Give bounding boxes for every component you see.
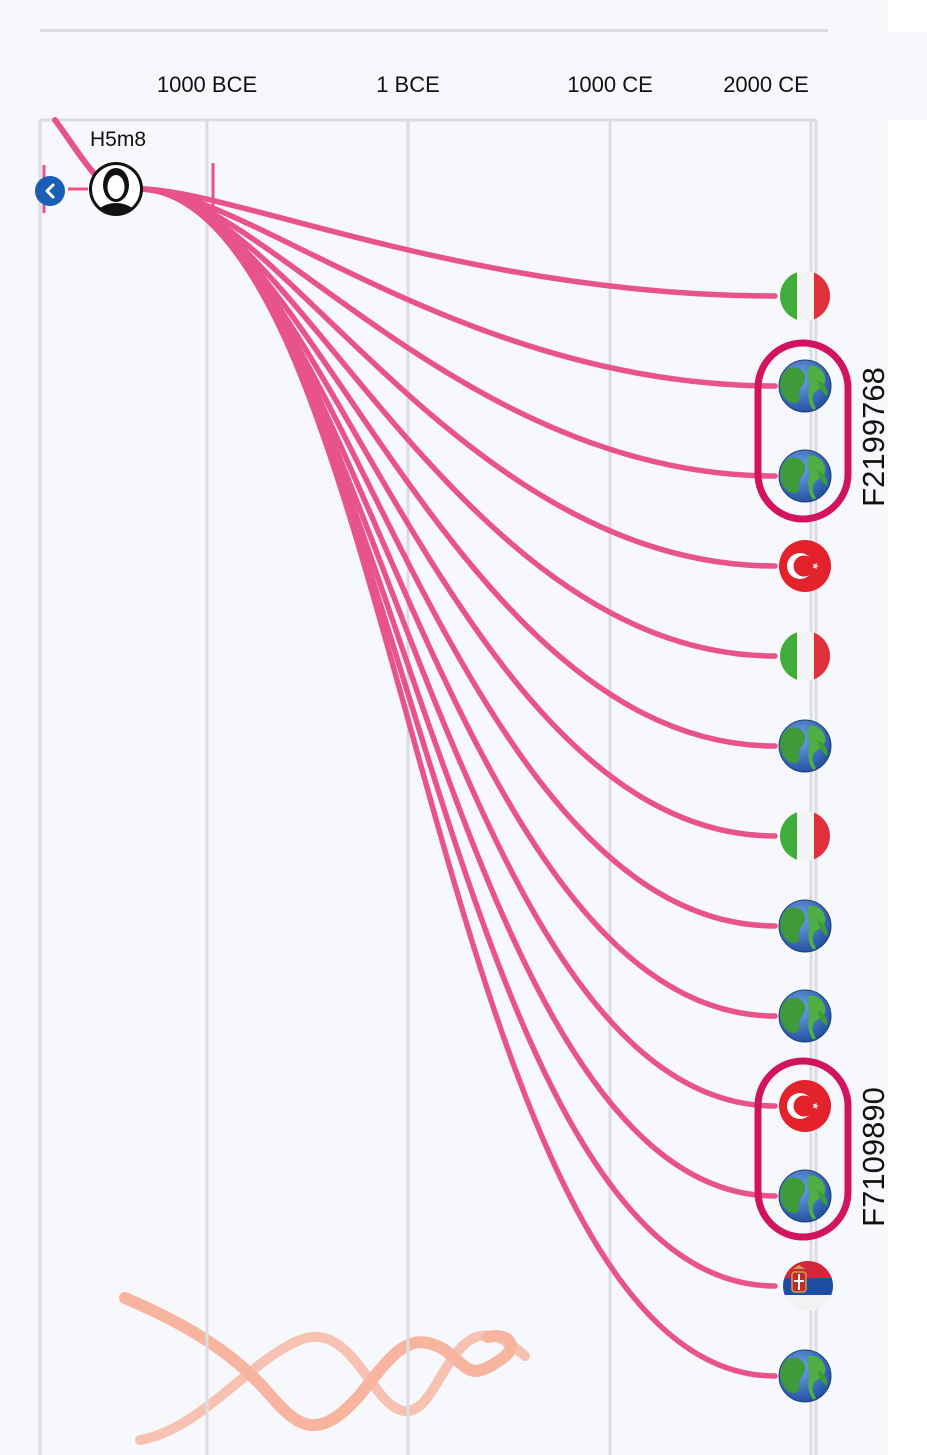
root-node-label: H5m8 [90,128,147,151]
axis-tick-label: 1 BCE [376,72,440,97]
right-edge-panel [888,120,927,1455]
person-avatar-icon[interactable] [89,162,143,235]
top-divider [40,29,828,32]
turkey-flag-icon[interactable] [779,540,831,592]
group-label: F2199768 [856,367,891,507]
italy-flag-icon[interactable] [779,630,832,682]
group-highlight [754,339,852,523]
globe-icon[interactable] [778,359,832,413]
branch-lines [137,186,778,1379]
axis-tick-label: 1000 BCE [156,72,258,97]
globe-icon[interactable] [778,1349,832,1403]
turkey-flag-icon[interactable] [779,1080,831,1132]
branch-line [137,186,778,1289]
globe-icon[interactable] [778,1169,832,1223]
branch-line [137,186,778,299]
group-highlight [754,1057,852,1241]
serbia-flag-icon[interactable] [782,1260,834,1313]
axis-tick-label: 2000 CE [723,72,809,97]
right-edge-panel-top [888,0,927,32]
axis-tick-label: 1000 CE [567,72,653,97]
globe-icon[interactable] [778,899,832,953]
chevron-left-icon[interactable] [35,176,65,206]
branch-line [137,186,778,389]
italy-flag-icon[interactable] [779,270,832,322]
branch-line [137,186,778,1199]
branch-line [137,186,778,1109]
globe-icon[interactable] [778,449,832,503]
italy-flag-icon[interactable] [779,810,832,862]
globe-icon[interactable] [778,719,832,773]
branch-line [137,186,778,1379]
dna-helix-logo [119,1292,530,1445]
branch-line [137,186,778,839]
globe-icon[interactable] [778,989,832,1043]
group-label: F7109890 [856,1087,891,1227]
leaf-markers [778,270,834,1403]
